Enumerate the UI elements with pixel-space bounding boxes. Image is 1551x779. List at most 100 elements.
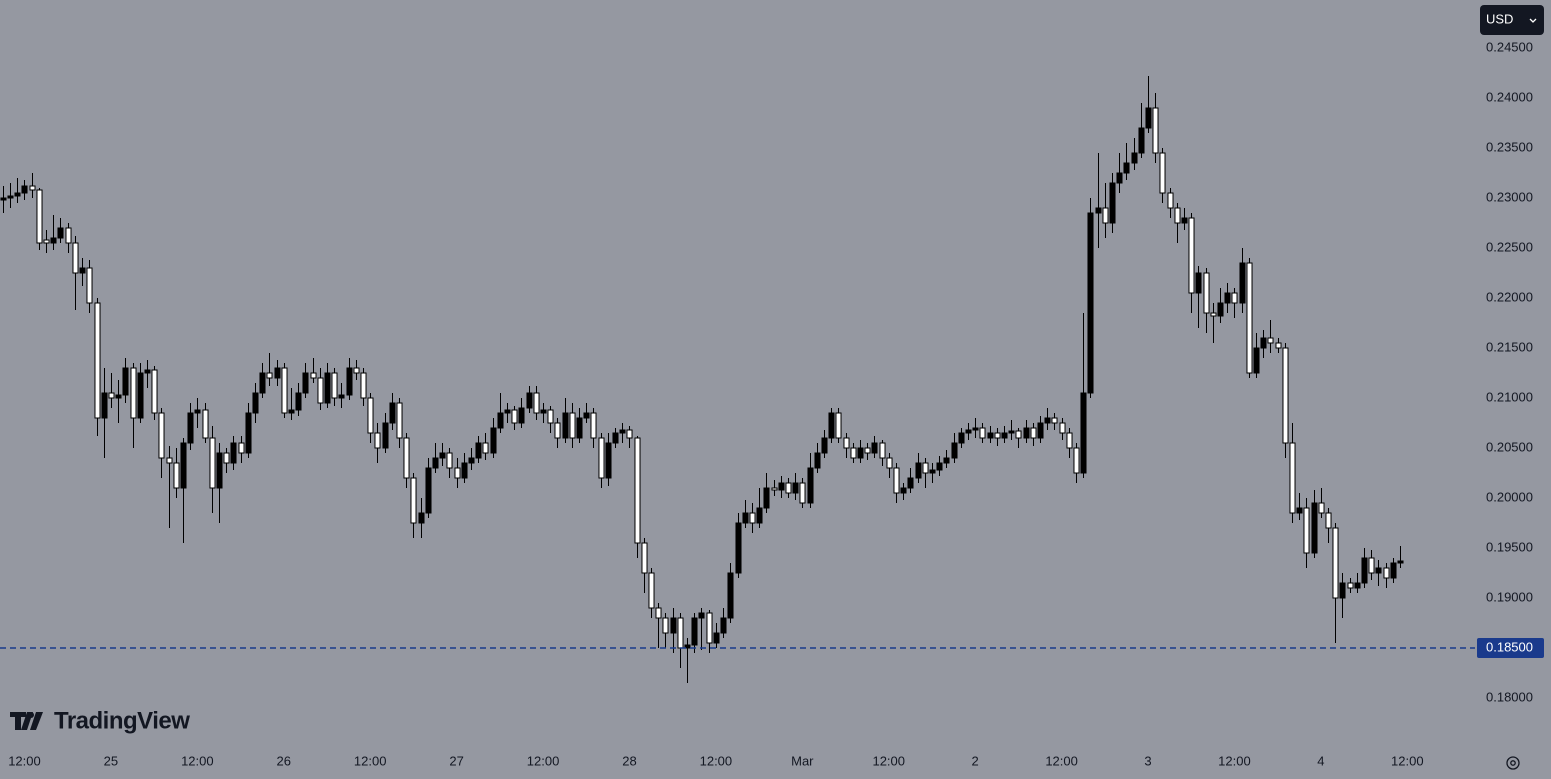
currency-button-bg[interactable]	[1480, 5, 1544, 35]
candle-body	[396, 402, 403, 439]
candle-body	[792, 482, 799, 494]
candle-body	[1008, 430, 1015, 434]
candle-body	[1159, 152, 1166, 194]
candle-body	[864, 447, 871, 454]
currency-button[interactable]: USD	[1480, 5, 1544, 35]
candle-body	[86, 267, 93, 304]
watermark-logo: TradingView	[10, 707, 191, 734]
candle-body	[418, 512, 425, 524]
candle-body	[497, 412, 504, 429]
candle-body	[94, 302, 101, 419]
candle-body	[324, 372, 331, 404]
candle-body	[871, 442, 878, 454]
candle-body	[1275, 342, 1282, 349]
gear-center[interactable]	[1510, 760, 1516, 766]
candle-body	[382, 422, 389, 449]
x-tick-label: 2	[972, 753, 979, 768]
candle-body	[742, 512, 749, 524]
candle-body	[504, 409, 511, 414]
candle-body	[166, 457, 173, 464]
candle-body	[576, 417, 583, 439]
candle-body	[893, 467, 900, 494]
candle-body	[1037, 422, 1044, 439]
candle-body	[353, 367, 360, 374]
candle-body	[1015, 430, 1022, 439]
x-tick-label: 25	[104, 753, 118, 768]
candle-body	[230, 442, 237, 464]
x-tick-label: 26	[277, 753, 291, 768]
candle-body	[475, 442, 482, 459]
candle-body	[310, 372, 317, 379]
x-tick-label: Mar	[791, 753, 814, 768]
candle-body	[1102, 207, 1109, 224]
y-tick-label: 0.24500	[1486, 39, 1533, 54]
x-tick-label: 12:00	[527, 753, 560, 768]
candle-body	[21, 185, 28, 194]
candle-body	[490, 427, 497, 454]
candle-body	[799, 482, 806, 504]
candle-body	[65, 227, 72, 244]
candle-body	[223, 452, 230, 464]
logo-icon	[10, 712, 33, 730]
candle-body	[425, 467, 432, 514]
x-tick-label: 12:00	[700, 753, 733, 768]
candle-body	[1296, 507, 1303, 514]
candle-body	[1375, 567, 1382, 574]
candle-body	[943, 457, 950, 464]
candle-body	[655, 607, 662, 619]
candle-body	[1152, 107, 1159, 154]
candle-body	[771, 487, 778, 491]
candle-body	[1073, 447, 1080, 474]
candle-body	[540, 409, 547, 414]
y-tick-label: 0.23000	[1486, 189, 1533, 204]
candle-body	[446, 452, 453, 469]
candle-body	[994, 432, 1001, 439]
candle-body	[1138, 127, 1145, 154]
candle-body	[511, 409, 518, 424]
candle-body	[187, 412, 194, 444]
candle-body	[1174, 207, 1181, 224]
candle-body	[677, 617, 684, 649]
y-tick-label: 0.19000	[1486, 589, 1533, 604]
candle-body	[36, 189, 43, 244]
candle-body	[158, 412, 165, 459]
currency-label[interactable]: USD	[1486, 11, 1513, 26]
candle-body	[281, 367, 288, 414]
candle-body	[1361, 557, 1368, 584]
candle-body	[274, 367, 281, 379]
candle-body	[583, 412, 590, 419]
candle-body	[547, 409, 554, 424]
candle-body	[590, 412, 597, 439]
candle-body	[720, 617, 727, 634]
candle-body	[1289, 442, 1296, 514]
x-tick-label: 12:00	[354, 753, 387, 768]
candle-body	[807, 467, 814, 504]
settings-icon[interactable]	[1506, 756, 1520, 770]
candle-body	[0, 197, 7, 201]
x-tick-label: 12:00	[1218, 753, 1251, 768]
candle-body	[173, 462, 180, 489]
candle-body	[987, 432, 994, 439]
candle-body	[1231, 292, 1238, 304]
candle-body	[1325, 512, 1332, 529]
candle-body	[1203, 272, 1210, 314]
candle-body	[648, 572, 655, 609]
candle-body	[1217, 302, 1224, 317]
candle-body	[1123, 162, 1130, 174]
candle-body	[1303, 507, 1310, 554]
candle-body	[1066, 432, 1073, 449]
y-tick-label: 0.21000	[1486, 389, 1533, 404]
candle-body	[1195, 272, 1202, 294]
candle-body	[1087, 212, 1094, 394]
candle-body	[569, 412, 576, 439]
x-tick-label: 12:00	[1045, 753, 1078, 768]
gear[interactable]	[1506, 756, 1520, 770]
candle-body	[266, 372, 273, 379]
candle-body	[57, 227, 64, 239]
candle-body	[951, 442, 958, 459]
candle-body	[137, 372, 144, 419]
candle-body	[886, 457, 893, 469]
candle-body	[662, 617, 669, 634]
candle-body	[706, 612, 713, 644]
